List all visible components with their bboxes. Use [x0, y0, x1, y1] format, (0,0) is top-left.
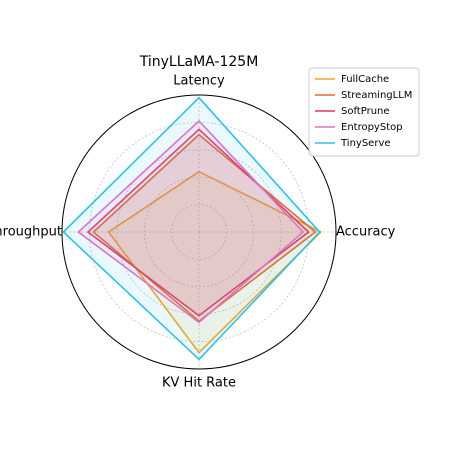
chart-title: TinyLLaMA-125M	[139, 54, 259, 70]
radar-area	[92, 133, 317, 323]
axis-label: Throughput	[0, 225, 62, 240]
legend-label: EntropyStop	[341, 122, 403, 133]
axis-label: Latency	[173, 74, 225, 89]
grid-circle	[143, 176, 255, 288]
legend-box	[308, 67, 420, 157]
axis-label: Accuracy	[336, 225, 396, 240]
axis-label: KV Hit Rate	[162, 376, 236, 391]
radar-area	[62, 96, 321, 361]
grid-circle	[116, 149, 282, 315]
radar-area	[77, 119, 305, 324]
radar-area	[107, 170, 323, 354]
grid-circle	[171, 204, 227, 260]
legend-label: SoftPrune	[341, 106, 390, 117]
legend-label: StreamingLLM	[341, 90, 412, 101]
legend-label: TinyServe	[340, 138, 391, 149]
outer-circle	[61, 94, 337, 370]
legend-label: FullCache	[341, 74, 389, 85]
